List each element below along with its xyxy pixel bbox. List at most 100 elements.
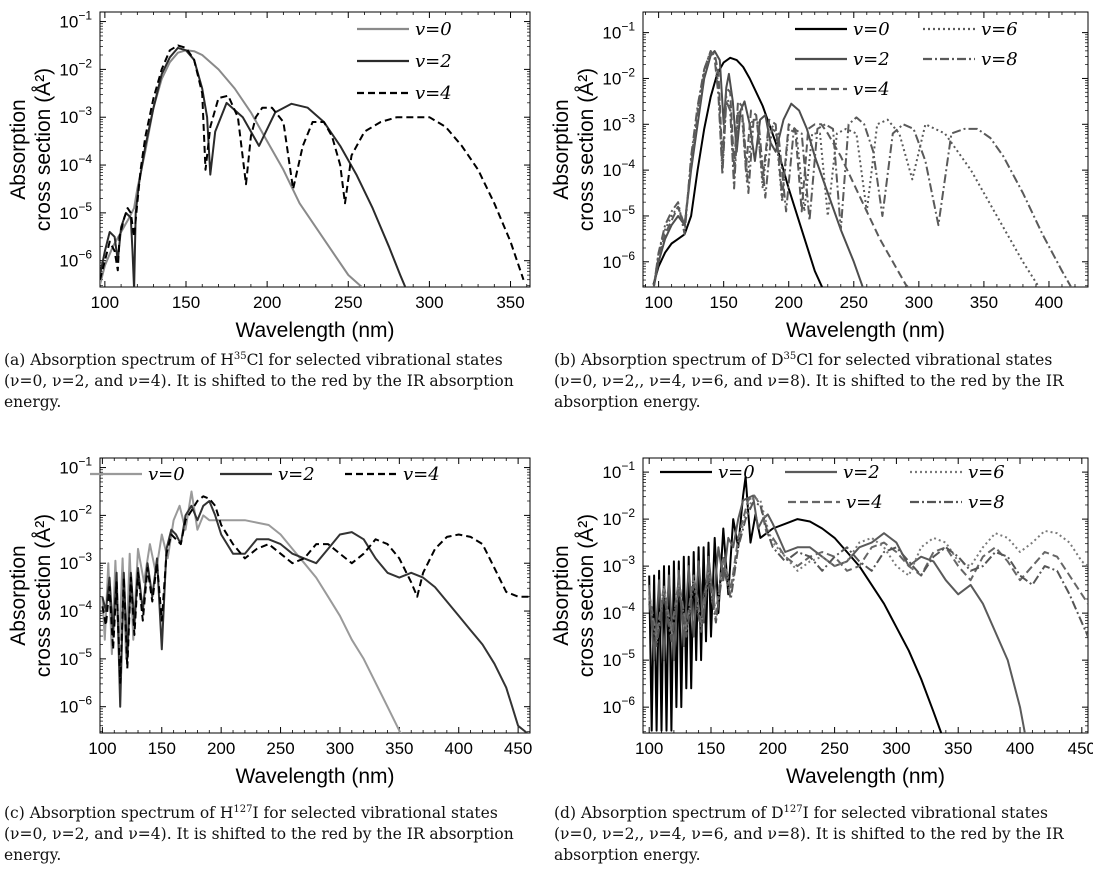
x-tick-label: 350	[385, 739, 413, 758]
legend-label: v=0	[853, 19, 890, 40]
x-tick-label: 350	[496, 293, 524, 312]
legend-label: v=4	[415, 83, 452, 104]
caption-b-text1: (b) Absorption spectrum of D	[554, 351, 784, 369]
legend-label: v=8	[981, 49, 1018, 70]
series-line-v0	[101, 490, 402, 733]
legend-label: v=2	[843, 462, 880, 483]
y-tick-label: 10−3	[602, 553, 635, 576]
x-axis-label: Wavelength (nm)	[235, 765, 394, 788]
caption-c-text2: I for selected vibrational states (ν=0, …	[4, 804, 514, 864]
x-tick-label: 300	[415, 293, 443, 312]
y-tick-label: 10−1	[602, 20, 635, 43]
legend-label: v=6	[981, 19, 1018, 40]
y-tick-label: 10−4	[602, 600, 635, 623]
y-axis-label-line1: Absorption	[550, 545, 573, 645]
caption-d-text2: I for selected vibrational states (ν=0, …	[554, 804, 1064, 864]
plot-frame	[642, 11, 1089, 288]
x-axis-label: Wavelength (nm)	[786, 319, 945, 342]
caption-a-text2: Cl for selected vibrational states (ν=0,…	[4, 351, 514, 411]
legend-label: v=4	[403, 464, 440, 485]
x-tick-label: 150	[709, 293, 737, 312]
caption-b: (b) Absorption spectrum of D35Cl for sel…	[554, 350, 1074, 413]
legend-label: v=2	[278, 464, 315, 485]
x-tick-label: 150	[148, 739, 176, 758]
legend-label: v=0	[415, 19, 452, 40]
panel-d-chart: 100 150 200 250 300 350 400 450 10−1 10−2 10−3 10−4…	[548, 446, 1093, 788]
series-line-v4	[648, 494, 1088, 638]
x-tick-label: 250	[820, 739, 848, 758]
x-tick-label: 400	[1035, 293, 1063, 312]
series-group	[101, 490, 530, 733]
x-tick-label: 100	[91, 293, 119, 312]
y-tick-label: 10−5	[59, 200, 92, 223]
caption-b-text2: Cl for selected vibrational states (ν=0,…	[554, 351, 1064, 411]
y-tick-label: 10−6	[59, 694, 92, 717]
y-tick-label: 10−1	[59, 455, 92, 478]
legend-label: v=4	[853, 79, 890, 100]
x-tick-label: 100	[644, 293, 672, 312]
y-tick-label: 10−4	[59, 598, 92, 621]
plot-frame	[99, 11, 531, 288]
x-tick-label: 200	[253, 293, 281, 312]
y-axis-label-line2: cross section (Å²)	[575, 68, 598, 231]
x-tick-label: 150	[172, 293, 200, 312]
series-line-v0	[648, 475, 943, 733]
series-group	[100, 44, 525, 287]
x-tick-label: 250	[334, 293, 362, 312]
x-tick-label: 200	[207, 739, 235, 758]
y-tick-label: 10−3	[59, 550, 92, 573]
y-tick-label: 10−6	[59, 248, 92, 271]
x-tick-label: 350	[944, 739, 972, 758]
caption-d: (d) Absorption spectrum of D127I for sel…	[554, 803, 1074, 866]
panel-a-chart: 100 150 200 250 300 350 10−1 10−2 10−3 10−4 10−5 10…	[0, 0, 545, 342]
x-tick-label: 400	[1006, 739, 1034, 758]
x-axis-label: Wavelength (nm)	[235, 319, 394, 342]
y-tick-label: 10−6	[602, 249, 635, 272]
series-line-v8	[648, 501, 1088, 647]
y-tick-label: 10−2	[59, 56, 92, 79]
caption-d-text1: (d) Absorption spectrum of D	[554, 804, 784, 822]
panel-b-chart: 100 150 200 250 300 350 400 10−1 10−2 10−3 10−4 10−…	[548, 0, 1093, 342]
x-tick-label: 250	[266, 739, 294, 758]
panel-c-chart: 100 150 200 250 300 350 400 450 10−1 10−2 10−3 10−4…	[0, 446, 545, 788]
y-tick-label: 10−1	[59, 9, 92, 32]
caption-d-isotope: 127	[783, 803, 803, 815]
x-axis-label: Wavelength (nm)	[786, 765, 945, 788]
panel-b-svg: 100 150 200 250 300 350 400 10−1 10−2 10−3 10−4 10−…	[550, 11, 1089, 342]
x-tick-label: 450	[1068, 739, 1093, 758]
x-tick-label: 150	[697, 739, 725, 758]
y-tick-label: 10−5	[602, 647, 635, 670]
x-tick-label: 200	[759, 739, 787, 758]
x-tick-label: 450	[504, 739, 532, 758]
x-tick-label: 100	[635, 739, 663, 758]
panel-a-svg: 100 150 200 250 300 350 10−1 10−2 10−3 10−4 10−5 10…	[7, 9, 531, 342]
x-tick-label: 300	[905, 293, 933, 312]
caption-c-text1: (c) Absorption spectrum of H	[4, 804, 234, 822]
y-tick-label: 10−5	[602, 203, 635, 226]
x-tick-label: 200	[775, 293, 803, 312]
legend-label: v=8	[968, 492, 1005, 513]
series-line-v2	[101, 500, 529, 733]
y-axis-label-line2: cross section (Å²)	[575, 514, 598, 677]
legend-label: v=4	[846, 492, 883, 513]
plot-frame	[642, 457, 1089, 734]
series-group	[648, 475, 1088, 733]
y-axis-label-line2: cross section (Å²)	[32, 514, 55, 677]
series-line-v6	[648, 497, 1088, 643]
legend-label: v=2	[853, 49, 890, 70]
series-line-v6	[652, 50, 1041, 287]
y-axis-label-line2: cross section (Å²)	[32, 68, 55, 231]
x-tick-label: 300	[882, 739, 910, 758]
plot-frame	[99, 457, 531, 734]
series-line-v0	[100, 49, 364, 287]
y-tick-label: 10−2	[59, 502, 92, 525]
y-tick-label: 10−6	[602, 694, 635, 717]
x-tick-label: 300	[326, 739, 354, 758]
y-axis-label-line1: Absorption	[7, 545, 30, 645]
y-tick-label: 10−4	[59, 152, 92, 175]
y-tick-label: 10−3	[602, 111, 635, 134]
legend-label: v=2	[415, 51, 452, 72]
y-axis-label-line1: Absorption	[7, 99, 30, 199]
y-tick-label: 10−2	[602, 65, 635, 88]
series-group	[652, 50, 1073, 287]
